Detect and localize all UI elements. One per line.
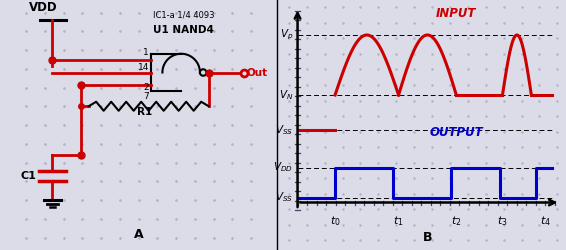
Text: 7: 7 (143, 92, 149, 101)
Text: $t_3$: $t_3$ (497, 214, 508, 228)
Text: 14: 14 (138, 62, 149, 72)
Text: U1 NAND4: U1 NAND4 (153, 24, 214, 34)
Text: $t_2$: $t_2$ (451, 214, 461, 228)
Text: Out: Out (247, 68, 268, 78)
Text: B: B (423, 231, 432, 244)
Text: $V_{SS}$: $V_{SS}$ (275, 190, 293, 204)
Text: INPUT: INPUT (436, 8, 477, 20)
Text: $t_1$: $t_1$ (393, 214, 404, 228)
Text: IC1-a 1/4 4093: IC1-a 1/4 4093 (153, 10, 215, 20)
Text: $V_{SS}$: $V_{SS}$ (275, 123, 293, 137)
Text: 2: 2 (144, 84, 149, 92)
Text: A: A (134, 228, 144, 240)
Circle shape (200, 69, 207, 76)
Text: $t_4$: $t_4$ (541, 214, 551, 228)
Text: $V_N$: $V_N$ (279, 88, 293, 102)
Text: 1: 1 (143, 48, 149, 57)
Text: $t_0$: $t_0$ (330, 214, 340, 228)
Text: VDD: VDD (29, 1, 57, 14)
Text: R1: R1 (138, 107, 153, 117)
Text: OUTPUT: OUTPUT (430, 126, 483, 139)
Text: C1: C1 (20, 171, 36, 181)
Text: $V_{DD}$: $V_{DD}$ (273, 160, 293, 174)
Text: $V_p$: $V_p$ (280, 28, 293, 42)
